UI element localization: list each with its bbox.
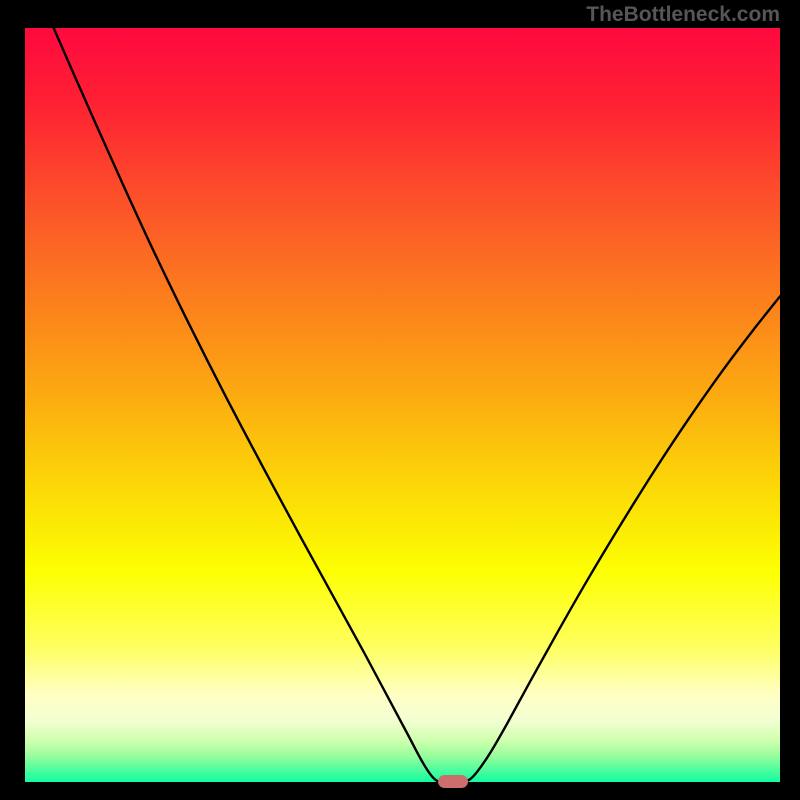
optimal-marker: [438, 775, 468, 788]
bottleneck-chart: TheBottleneck.com: [0, 0, 800, 800]
watermark-text: TheBottleneck.com: [586, 3, 780, 27]
bottleneck-curve: [25, 28, 780, 782]
